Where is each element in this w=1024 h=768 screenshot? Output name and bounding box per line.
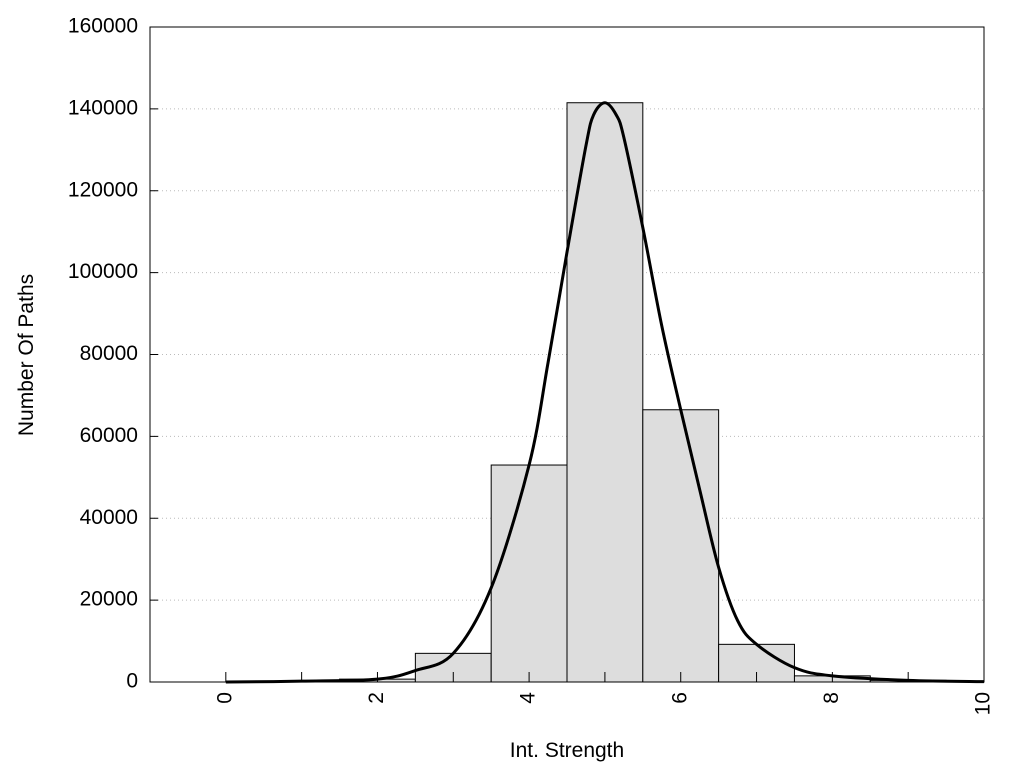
fit-curve [225,101,985,684]
histogram-bars [263,102,985,683]
y-tick-label: 40000 [80,506,138,529]
histogram-bar [642,409,720,683]
y-tick-label: 100000 [68,260,138,283]
x-tick-label: 2 [365,692,388,704]
y-axis-title: Number Of Paths [15,274,38,436]
y-tick-label: 0 [126,670,138,693]
histogram-bar [490,464,568,683]
y-tick-label: 140000 [68,96,138,119]
y-tick-label: 60000 [80,424,138,447]
x-axis-title: Int. Strength [510,739,624,762]
x-axis-ticks: 0 2 4 6 8 10 [213,672,995,715]
x-tick-label: 8 [820,692,843,704]
x-tick-label: 6 [668,692,691,704]
x-tick-label: 0 [213,692,236,704]
x-tick-label: 10 [972,692,995,715]
y-axis-ticks: 0 20000 40000 60000 80000 100000 120000 140000 1… [68,15,158,693]
y-tick-label: 120000 [68,178,138,201]
y-tick-label: 80000 [80,342,138,365]
y-tick-label: 20000 [80,588,138,611]
x-tick-label: 4 [517,692,540,704]
y-tick-label: 160000 [68,15,138,38]
